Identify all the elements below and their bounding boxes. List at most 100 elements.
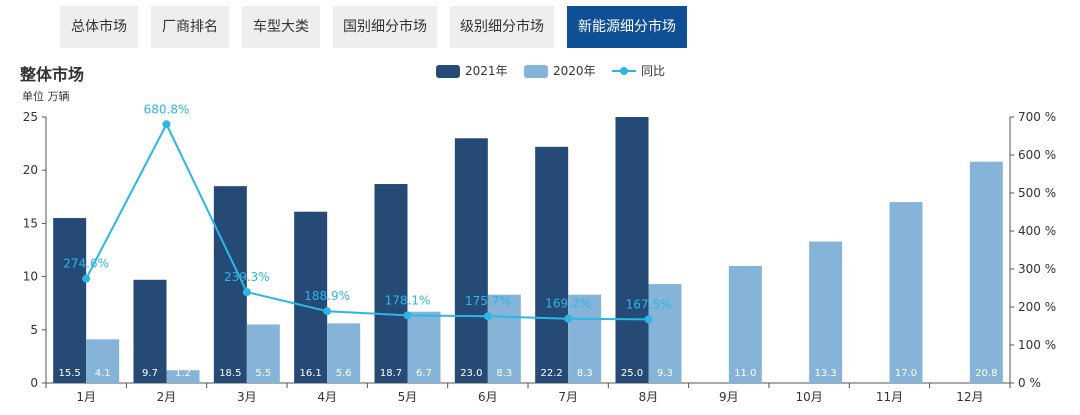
legend-label-2020: 2020年 bbox=[553, 64, 596, 78]
yoy-value-label: 188.9% bbox=[304, 289, 350, 303]
y-right-tick-label: 0 % bbox=[1018, 376, 1041, 390]
bar-2020-value-label: 4.1 bbox=[95, 368, 111, 379]
legend-swatch-2020 bbox=[524, 65, 548, 78]
tab-vehicle-category[interactable]: 车型大类 bbox=[242, 6, 320, 48]
y-left-tick-label: 10 bbox=[23, 270, 38, 284]
yoy-point bbox=[242, 288, 251, 297]
bar-2020 bbox=[327, 323, 361, 383]
bar-2021-value-label: 16.1 bbox=[300, 368, 322, 379]
chart-title: 整体市场 bbox=[20, 65, 85, 84]
y-right-tick-label: 500 % bbox=[1018, 186, 1056, 200]
legend-line-yoy-icon bbox=[612, 67, 636, 75]
bar-2020 bbox=[648, 284, 682, 383]
bar-2021-value-label: 23.0 bbox=[460, 368, 482, 379]
y-left-tick-label: 15 bbox=[23, 216, 38, 230]
bar-2020-value-label: 8.3 bbox=[496, 368, 512, 379]
bar-2020 bbox=[969, 161, 1003, 383]
y-right-tick-label: 300 % bbox=[1018, 262, 1056, 276]
yoy-value-label: 239.3% bbox=[224, 270, 270, 284]
bar-2020-value-label: 8.3 bbox=[577, 368, 593, 379]
bar-2020-value-label: 20.8 bbox=[975, 368, 997, 379]
bar-2021-value-label: 18.7 bbox=[380, 368, 402, 379]
yoy-line bbox=[85, 122, 649, 321]
bar-2020-value-label: 17.0 bbox=[895, 368, 917, 379]
bar-2020 bbox=[728, 265, 762, 383]
legend-item-2021[interactable]: 2021年 bbox=[436, 62, 516, 80]
x-tick-label: 11月 bbox=[876, 390, 903, 404]
y-left-tick-label: 5 bbox=[30, 323, 38, 337]
bar-2021-value-label: 9.7 bbox=[142, 368, 158, 379]
bar-2021 bbox=[294, 211, 328, 383]
bar-2021 bbox=[535, 146, 569, 383]
x-tick-label: 9月 bbox=[719, 390, 739, 404]
legend-label-yoy: 同比 bbox=[641, 64, 666, 78]
bar-2021 bbox=[53, 218, 87, 383]
bar-2020-value-label: 11.0 bbox=[734, 368, 756, 379]
y-right-tick-label: 600 % bbox=[1018, 148, 1056, 162]
bar-2021 bbox=[374, 184, 408, 383]
legend-item-2020[interactable]: 2020年 bbox=[524, 62, 604, 80]
yoy-value-label: 167.5% bbox=[626, 297, 672, 311]
y-right-tick-label: 100 % bbox=[1018, 338, 1056, 352]
yoy-point bbox=[644, 315, 653, 324]
y-right-tick-label: 400 % bbox=[1018, 224, 1056, 238]
y-left-tick-label: 25 bbox=[23, 110, 38, 124]
yoy-point bbox=[483, 312, 492, 321]
tab-new-energy-segment[interactable]: 新能源细分市场 bbox=[567, 6, 687, 48]
unit-label: 单位 万辆 bbox=[22, 90, 70, 103]
yoy-value-label: 169.2% bbox=[545, 297, 591, 311]
y-right-tick-label: 200 % bbox=[1018, 300, 1056, 314]
x-tick-label: 3月 bbox=[237, 390, 257, 404]
yoy-point bbox=[162, 120, 171, 129]
bar-2021-value-label: 22.2 bbox=[541, 368, 563, 379]
bar-2020 bbox=[487, 294, 521, 383]
bar-2021-value-label: 25.0 bbox=[621, 368, 643, 379]
x-tick-label: 4月 bbox=[317, 390, 337, 404]
legend-label-2021: 2021年 bbox=[465, 64, 508, 78]
yoy-value-label: 680.8% bbox=[144, 102, 190, 116]
bar-2020-value-label: 5.5 bbox=[255, 368, 271, 379]
bar-2020 bbox=[809, 241, 843, 383]
yoy-point bbox=[323, 307, 332, 316]
bar-2021 bbox=[615, 117, 649, 383]
bar-2020 bbox=[246, 324, 280, 383]
bar-2020-value-label: 1.2 bbox=[175, 368, 191, 379]
bar-2020-value-label: 6.7 bbox=[416, 368, 432, 379]
yoy-value-label: 175.7% bbox=[465, 294, 511, 308]
bar-2020 bbox=[166, 370, 200, 383]
yoy-value-label: 274.6% bbox=[63, 257, 109, 271]
bar-2021 bbox=[454, 138, 488, 383]
x-tick-label: 12月 bbox=[956, 390, 983, 404]
tab-country-segment[interactable]: 国别细分市场 bbox=[333, 6, 437, 48]
tab-class-segment[interactable]: 级别细分市场 bbox=[450, 6, 554, 48]
legend-item-yoy[interactable]: 同比 bbox=[612, 62, 672, 80]
legend-swatch-2021 bbox=[436, 65, 460, 78]
x-tick-label: 1月 bbox=[76, 390, 96, 404]
yoy-point bbox=[82, 274, 91, 283]
tab-overall-market[interactable]: 总体市场 bbox=[60, 6, 138, 48]
bar-2020-value-label: 9.3 bbox=[657, 368, 673, 379]
x-tick-label: 7月 bbox=[558, 390, 578, 404]
x-tick-label: 6月 bbox=[478, 390, 498, 404]
yoy-point bbox=[403, 311, 412, 320]
yoy-point bbox=[564, 314, 573, 323]
y-left-tick-label: 0 bbox=[30, 376, 38, 390]
y-left-tick-label: 20 bbox=[23, 163, 38, 177]
bar-2020 bbox=[568, 294, 602, 383]
y-right-tick-label: 700 % bbox=[1018, 110, 1056, 124]
x-tick-label: 2月 bbox=[157, 390, 177, 404]
bar-2021-value-label: 15.5 bbox=[59, 368, 81, 379]
x-tick-label: 5月 bbox=[398, 390, 418, 404]
bar-2020 bbox=[86, 339, 120, 383]
bar-2020 bbox=[889, 202, 923, 383]
bar-2020-value-label: 5.6 bbox=[336, 368, 352, 379]
bar-2021 bbox=[133, 279, 167, 383]
bar-2021-value-label: 18.5 bbox=[219, 368, 241, 379]
bar-2021 bbox=[213, 186, 247, 383]
bar-2020-value-label: 13.3 bbox=[815, 368, 837, 379]
yoy-value-label: 178.1% bbox=[385, 293, 431, 307]
x-tick-label: 8月 bbox=[639, 390, 659, 404]
tab-manufacturer-ranking[interactable]: 厂商排名 bbox=[151, 6, 229, 48]
bar-2020 bbox=[407, 311, 441, 383]
